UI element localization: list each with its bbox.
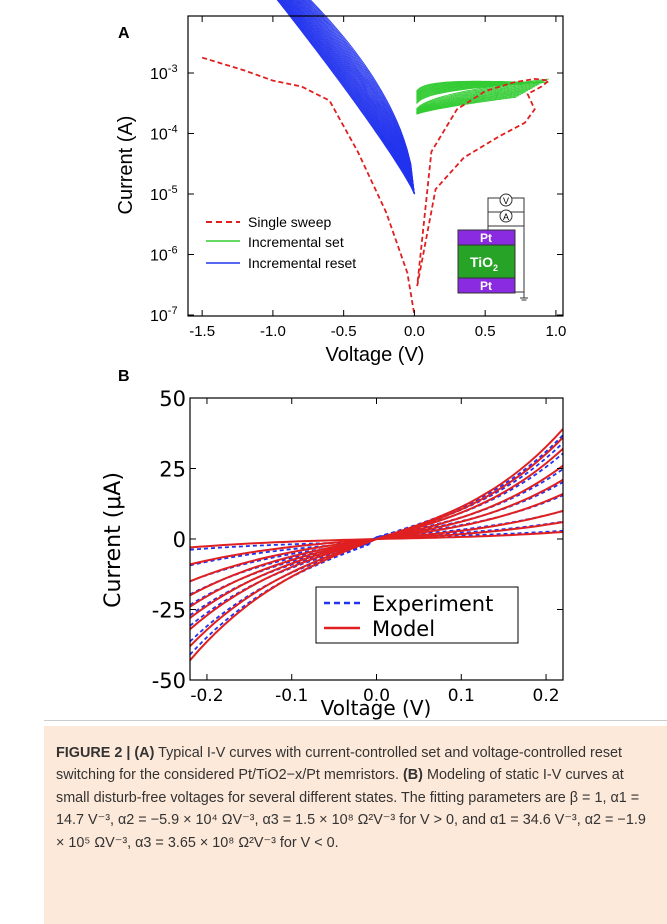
y-tick-label: -50	[152, 669, 186, 693]
set-curve	[416, 81, 545, 111]
figure-caption: FIGURE 2 | (A) Typical I-V curves with c…	[44, 726, 667, 924]
single-sweep-set	[416, 77, 551, 287]
panel-b-label: B	[118, 368, 130, 385]
x-tick-label: 1.0	[545, 323, 566, 340]
caption-divider	[44, 720, 667, 721]
reset-curve	[296, 0, 415, 195]
svg-text:Pt: Pt	[480, 279, 492, 293]
x-tick-label: 0.5	[475, 323, 496, 340]
set-curve	[416, 87, 533, 113]
set-curve	[416, 86, 535, 113]
x-tick-label: -0.5	[331, 323, 357, 340]
model-curve	[189, 428, 564, 661]
y-tick-label: -25	[152, 599, 186, 623]
reset-curve	[281, 0, 415, 195]
reset-curve	[287, 0, 415, 195]
reset-curve	[306, 0, 415, 195]
legend-single-sweep: Single sweep	[248, 214, 331, 230]
reset-curve	[291, 0, 415, 195]
reset-curve	[279, 0, 415, 195]
set-curve	[416, 96, 517, 115]
reset-curve	[305, 0, 415, 195]
reset-curve	[277, 0, 415, 195]
reset-curve	[286, 0, 415, 195]
svg-text:Pt: Pt	[480, 231, 492, 245]
ammeter-icon	[499, 209, 513, 223]
set-curve	[416, 82, 542, 112]
svg-text:V: V	[503, 196, 509, 206]
reset-curve	[290, 0, 415, 195]
figure: A -1.5 -1.0 -0.5 0.0 0.5 1.010-310-410-510-61…	[101, 0, 567, 720]
reset-curve	[289, 0, 415, 195]
y-tick-label: 25	[159, 458, 186, 482]
reset-curve	[308, 0, 415, 195]
reset-curve	[282, 0, 415, 195]
x-tick-label: 0.1	[448, 686, 475, 706]
x-tick-label: -0.1	[275, 686, 308, 706]
x-tick-label: 0.0	[363, 686, 390, 706]
experiment-curve	[189, 452, 564, 627]
y-tick-label: 0	[173, 528, 186, 552]
reset-curve	[285, 0, 415, 195]
reset-curve	[298, 0, 415, 195]
reset-curve	[294, 0, 415, 195]
reset-curve	[282, 0, 415, 195]
svg-text:A: A	[503, 212, 509, 222]
reset-curve	[300, 0, 415, 195]
tio2-layer	[457, 244, 516, 279]
reset-curve	[297, 0, 415, 195]
legend-model: Model	[372, 617, 435, 641]
reset-curve	[280, 0, 415, 195]
voltmeter-icon	[499, 193, 513, 207]
reset-curve	[295, 0, 415, 195]
reset-curve	[285, 0, 415, 195]
x-tick-label: -1.5	[189, 323, 215, 340]
panel-b-axes: -0.2 -0.1 0.0 0.1 0.2 50 25 0 -25 -50	[152, 387, 563, 706]
legend-experiment: Experiment	[372, 592, 493, 616]
reset-curve	[303, 0, 415, 195]
reset-curve	[302, 0, 415, 195]
reset-curve	[299, 0, 415, 195]
panel-b-legend: Experiment Model	[315, 586, 519, 644]
set-curve	[416, 83, 540, 112]
device-inset: V A Pt TiO2 Pt	[457, 193, 528, 301]
panel-b-xlabel: Voltage (V)	[321, 696, 432, 720]
panel-a-ylabel: Current (A)	[115, 116, 137, 215]
panel-a-axes: -1.5 -1.0 -0.5 0.0 0.5 1.010-310-410-510-610-…	[150, 16, 566, 340]
legend-incremental-reset: Incremental reset	[248, 255, 356, 271]
reset-curve	[307, 0, 415, 195]
reset-curve	[278, 0, 415, 195]
panel-b-ylabel: Current (μA)	[101, 472, 126, 608]
panel-b-curves	[189, 428, 564, 661]
reset-curve	[284, 0, 415, 195]
electrode-bottom	[457, 277, 516, 294]
panel-a-label: A	[118, 25, 130, 42]
legend-incremental-set: Incremental set	[248, 234, 344, 250]
reset-curve	[283, 0, 415, 195]
reset-curve	[288, 0, 415, 195]
x-tick-label: -1.0	[260, 323, 286, 340]
panel-a-xlabel: Voltage (V)	[326, 344, 425, 366]
set-return-curve	[416, 81, 549, 104]
panel-a-frame	[187, 15, 564, 317]
reset-curve	[309, 0, 415, 195]
reset-curve	[292, 0, 415, 195]
set-curve	[416, 78, 549, 110]
experiment-curve	[189, 434, 564, 656]
reset-curve	[280, 0, 415, 195]
reset-curve	[278, 0, 415, 195]
y-tick-label: 50	[159, 387, 186, 411]
x-tick-label: 0.0	[404, 323, 425, 340]
set-curve	[416, 85, 538, 113]
reset-curve	[289, 0, 415, 195]
reset-curve	[276, 0, 415, 195]
x-tick-label: -0.2	[190, 686, 223, 706]
svg-text:TiO2: TiO2	[470, 254, 498, 273]
set-curve	[416, 90, 528, 114]
panel-a-legend: Single sweep Incremental set Incremental…	[206, 214, 356, 271]
x-tick-label: 0.2	[533, 686, 560, 706]
reset-curve	[301, 0, 415, 195]
